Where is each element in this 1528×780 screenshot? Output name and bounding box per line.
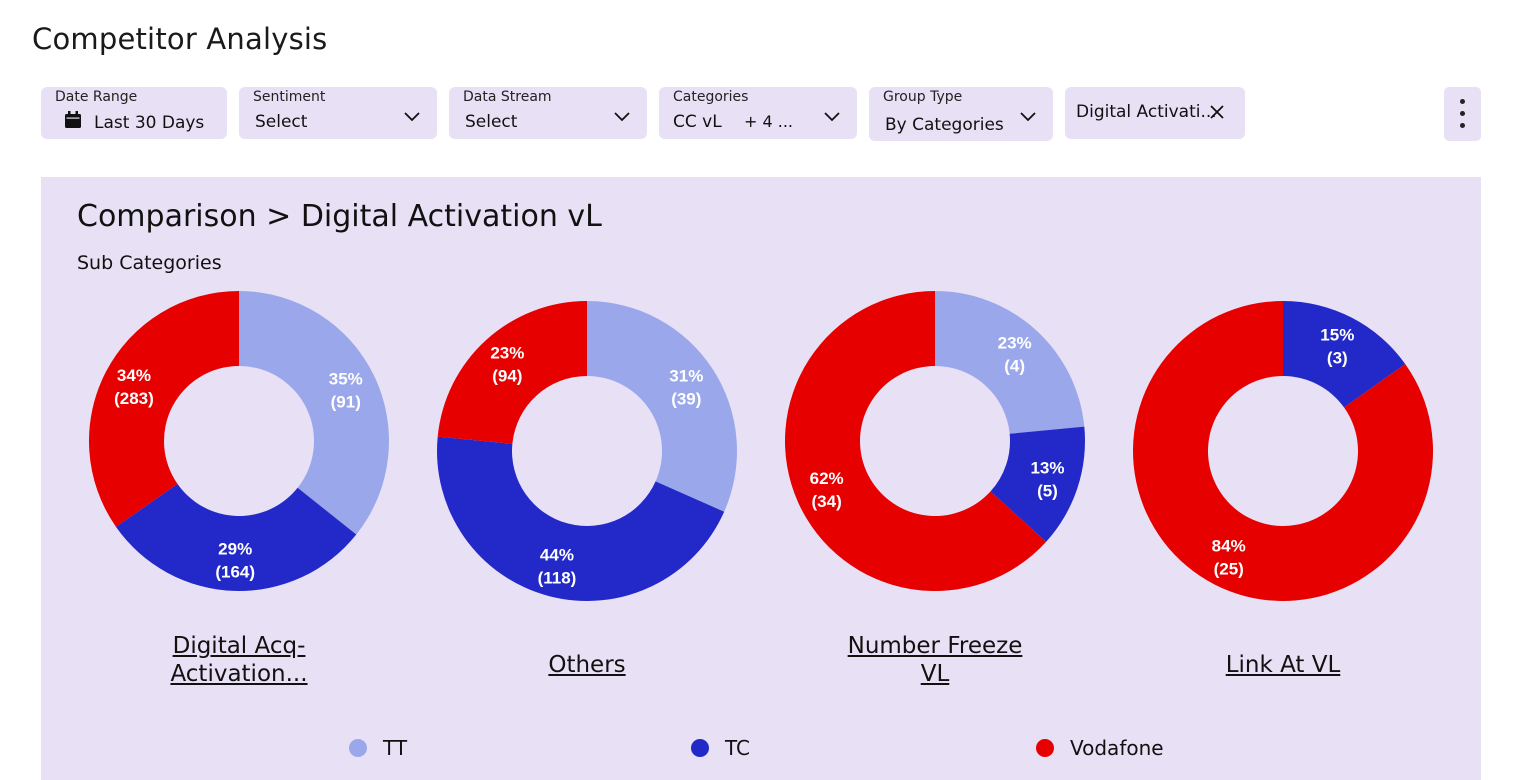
slice-percent-label: 34% [117, 366, 151, 385]
chart-title-line: Activation... [170, 661, 308, 687]
more-options-button[interactable] [1444, 87, 1481, 141]
chart-title-line: Link At VL [1225, 652, 1341, 678]
calendar-icon [65, 111, 81, 128]
chart-title-line: Number Freeze [847, 633, 1023, 659]
chevron-down-icon [824, 112, 840, 122]
more-vertical-icon [1460, 111, 1465, 116]
slice-percent-label: 15% [1320, 326, 1354, 345]
legend-dot-vodafone [1036, 739, 1054, 757]
slice-percent-label: 13% [1030, 458, 1064, 477]
chip-label: Digital Activati... [1076, 102, 1217, 122]
data-stream-label: Data Stream [463, 89, 552, 105]
comparison-panel: Comparison > Digital Activation vL Sub C… [41, 177, 1481, 780]
chart-title-link[interactable]: Link At VL [1153, 651, 1413, 679]
selected-category-chip[interactable]: Digital Activati... [1065, 87, 1245, 139]
chart-title-line: VL [920, 661, 950, 687]
donut-slice-tc[interactable] [990, 426, 1086, 542]
group-type-value: By Categories [885, 115, 1004, 135]
slice-percent-label: 84% [1212, 536, 1246, 555]
slice-count-label: (25) [1214, 559, 1244, 578]
slice-count-label: (118) [538, 569, 577, 588]
panel-title: Comparison > Digital Activation vL [77, 199, 602, 234]
donut-slice-tt[interactable] [239, 291, 390, 535]
donut-slice-tt[interactable] [935, 291, 1085, 434]
donut-slice-vodafone[interactable] [1133, 301, 1434, 601]
slice-count-label: (94) [492, 366, 522, 385]
slice-percent-label: 23% [490, 343, 524, 362]
date-range-filter[interactable]: Date Range Last 30 Days [41, 87, 227, 139]
donut-slice-vodafone[interactable] [437, 301, 587, 444]
chevron-down-icon [404, 112, 420, 122]
legend-item-tt[interactable]: TT [349, 736, 408, 760]
group-type-label: Group Type [883, 89, 963, 105]
slice-percent-label: 62% [810, 469, 844, 488]
donut-slice-vodafone[interactable] [88, 291, 239, 527]
donut-slice-tc[interactable] [115, 483, 357, 591]
legend-dot-tt [349, 739, 367, 757]
legend-item-vodafone[interactable]: Vodafone [1036, 736, 1164, 760]
chart-title-link[interactable]: Digital Acq- Activation... [109, 632, 369, 688]
sentiment-value: Select [255, 112, 308, 132]
chart-title-line: Others [548, 652, 626, 678]
donut-slice-vodafone[interactable] [785, 291, 1047, 591]
page-title: Competitor Analysis [32, 22, 328, 56]
date-range-value: Last 30 Days [94, 113, 205, 133]
chart-title-link[interactable]: Others [457, 651, 717, 679]
slice-count-label: (3) [1327, 349, 1348, 368]
slice-count-label: (164) [215, 562, 255, 581]
donut-charts: 35% (91) 29% (164) 34% (283) 31% (39) 44% (118) 23… [88, 291, 1434, 601]
sentiment-label: Sentiment [253, 89, 326, 105]
donut-slice-tt[interactable] [587, 301, 737, 512]
legend-dot-tc [691, 739, 709, 757]
more-vertical-icon [1460, 99, 1465, 104]
slice-count-label: (283) [114, 389, 154, 408]
donut-slice-tc[interactable] [437, 436, 725, 601]
slice-count-label: (4) [1004, 356, 1025, 375]
chevron-down-icon [1020, 112, 1036, 122]
donut-slice-tc[interactable] [1283, 301, 1406, 408]
sentiment-filter[interactable]: Sentiment Select [239, 87, 437, 139]
chart-title-line: Digital Acq- [172, 633, 306, 659]
slice-percent-label: 35% [329, 370, 363, 389]
more-vertical-icon [1460, 123, 1465, 128]
categories-filter[interactable]: Categories CC vL + 4 ... [659, 87, 857, 139]
panel-subtitle: Sub Categories [77, 252, 222, 274]
legend-label-vodafone: Vodafone [1070, 736, 1164, 760]
categories-value: CC vL [673, 112, 722, 132]
categories-label: Categories [673, 89, 749, 105]
slice-percent-label: 29% [218, 539, 252, 558]
slice-count-label: (34) [812, 492, 842, 511]
chevron-down-icon [614, 112, 630, 122]
group-type-filter[interactable]: Group Type By Categories [869, 87, 1053, 141]
data-stream-value: Select [465, 112, 518, 132]
chart-title-link[interactable]: Number Freeze VL [805, 632, 1065, 688]
legend-label-tc: TC [725, 736, 751, 760]
data-stream-filter[interactable]: Data Stream Select [449, 87, 647, 139]
slice-percent-label: 23% [998, 333, 1032, 352]
slice-count-label: (91) [331, 393, 361, 412]
slice-count-label: (5) [1037, 481, 1058, 500]
legend-item-tc[interactable]: TC [691, 736, 751, 760]
categories-extra-count: + 4 ... [744, 112, 794, 131]
slice-percent-label: 31% [669, 366, 703, 385]
date-range-label: Date Range [55, 89, 138, 105]
close-icon[interactable] [1209, 104, 1225, 120]
legend-label-tt: TT [383, 736, 408, 760]
slice-percent-label: 44% [540, 546, 574, 565]
slice-count-label: (39) [671, 389, 701, 408]
